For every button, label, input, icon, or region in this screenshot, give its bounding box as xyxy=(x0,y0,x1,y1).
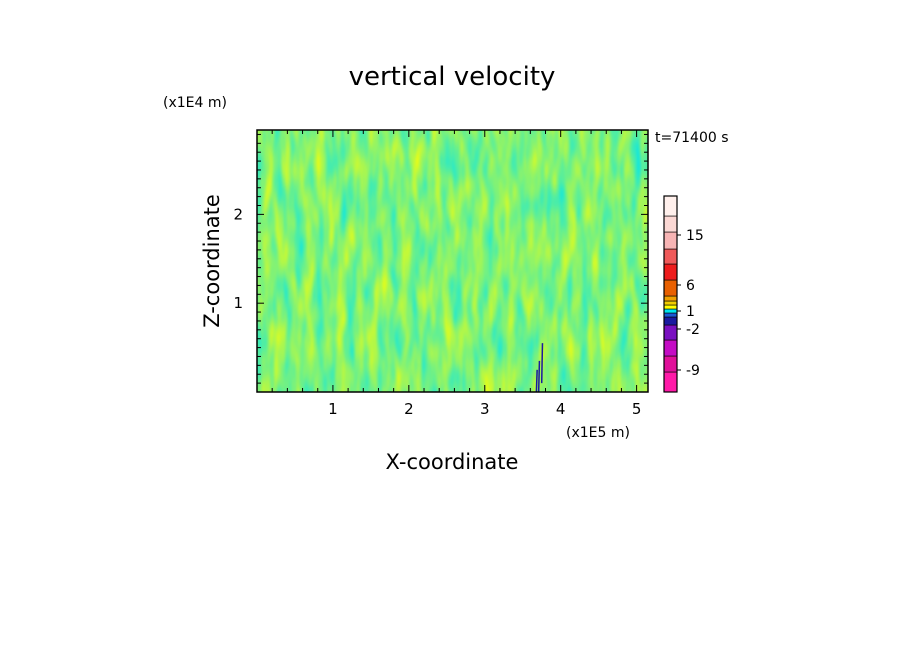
colorbar-label: 1 xyxy=(686,304,695,320)
colorbar-level xyxy=(663,295,678,302)
colorbar-label: 15 xyxy=(686,228,704,244)
plot-area xyxy=(257,130,648,392)
colorbar-level xyxy=(663,304,678,310)
colorbar-level xyxy=(663,316,678,326)
y-tick-label: 1 xyxy=(233,294,243,312)
plot-frame xyxy=(256,129,649,393)
strong-downdraft xyxy=(535,369,538,392)
colorbar-level xyxy=(663,300,678,306)
colorbar-frame xyxy=(663,195,678,393)
colorbar-level xyxy=(663,371,678,393)
x-tick-label: 1 xyxy=(328,400,338,418)
velocity-field xyxy=(257,130,648,392)
time-label: t=71400 s xyxy=(655,130,729,146)
positive-region xyxy=(257,130,648,392)
colorbar-label: -2 xyxy=(686,322,700,338)
strong-downdraft xyxy=(537,360,541,392)
colorbar-level xyxy=(663,308,678,314)
strong-downdraft xyxy=(540,343,544,384)
colorbar-label: -9 xyxy=(686,363,700,379)
colorbar-level xyxy=(663,279,678,297)
colorbar: 15 6 1 -2 -9 xyxy=(663,195,704,393)
colorbar-label: 6 xyxy=(686,278,695,294)
colorbar-level xyxy=(663,231,678,250)
colorbar-level xyxy=(663,339,678,357)
colorbar-level xyxy=(663,312,678,318)
y-axis-label: Z-coordinate xyxy=(200,194,224,328)
colorbar-level xyxy=(663,215,678,233)
colorbar-level xyxy=(663,263,678,281)
x-axis-label: X-coordinate xyxy=(386,450,519,474)
x-unit-label: (x1E5 m) xyxy=(566,425,630,441)
colorbar-level xyxy=(663,324,678,341)
colorbar-level xyxy=(663,195,678,217)
x-tick-label: 5 xyxy=(632,400,642,418)
y-tick-label: 2 xyxy=(233,205,243,223)
colorbar-level xyxy=(663,355,678,373)
x-tick-label: 3 xyxy=(480,400,490,418)
chart-title: vertical velocity xyxy=(349,62,556,92)
colorbar-level xyxy=(663,248,678,265)
x-tick-label: 4 xyxy=(556,400,566,418)
x-tick-label: 2 xyxy=(404,400,414,418)
y-unit-label: (x1E4 m) xyxy=(163,95,227,111)
axes: 1 2 3 4 5 1 2 xyxy=(233,129,649,418)
